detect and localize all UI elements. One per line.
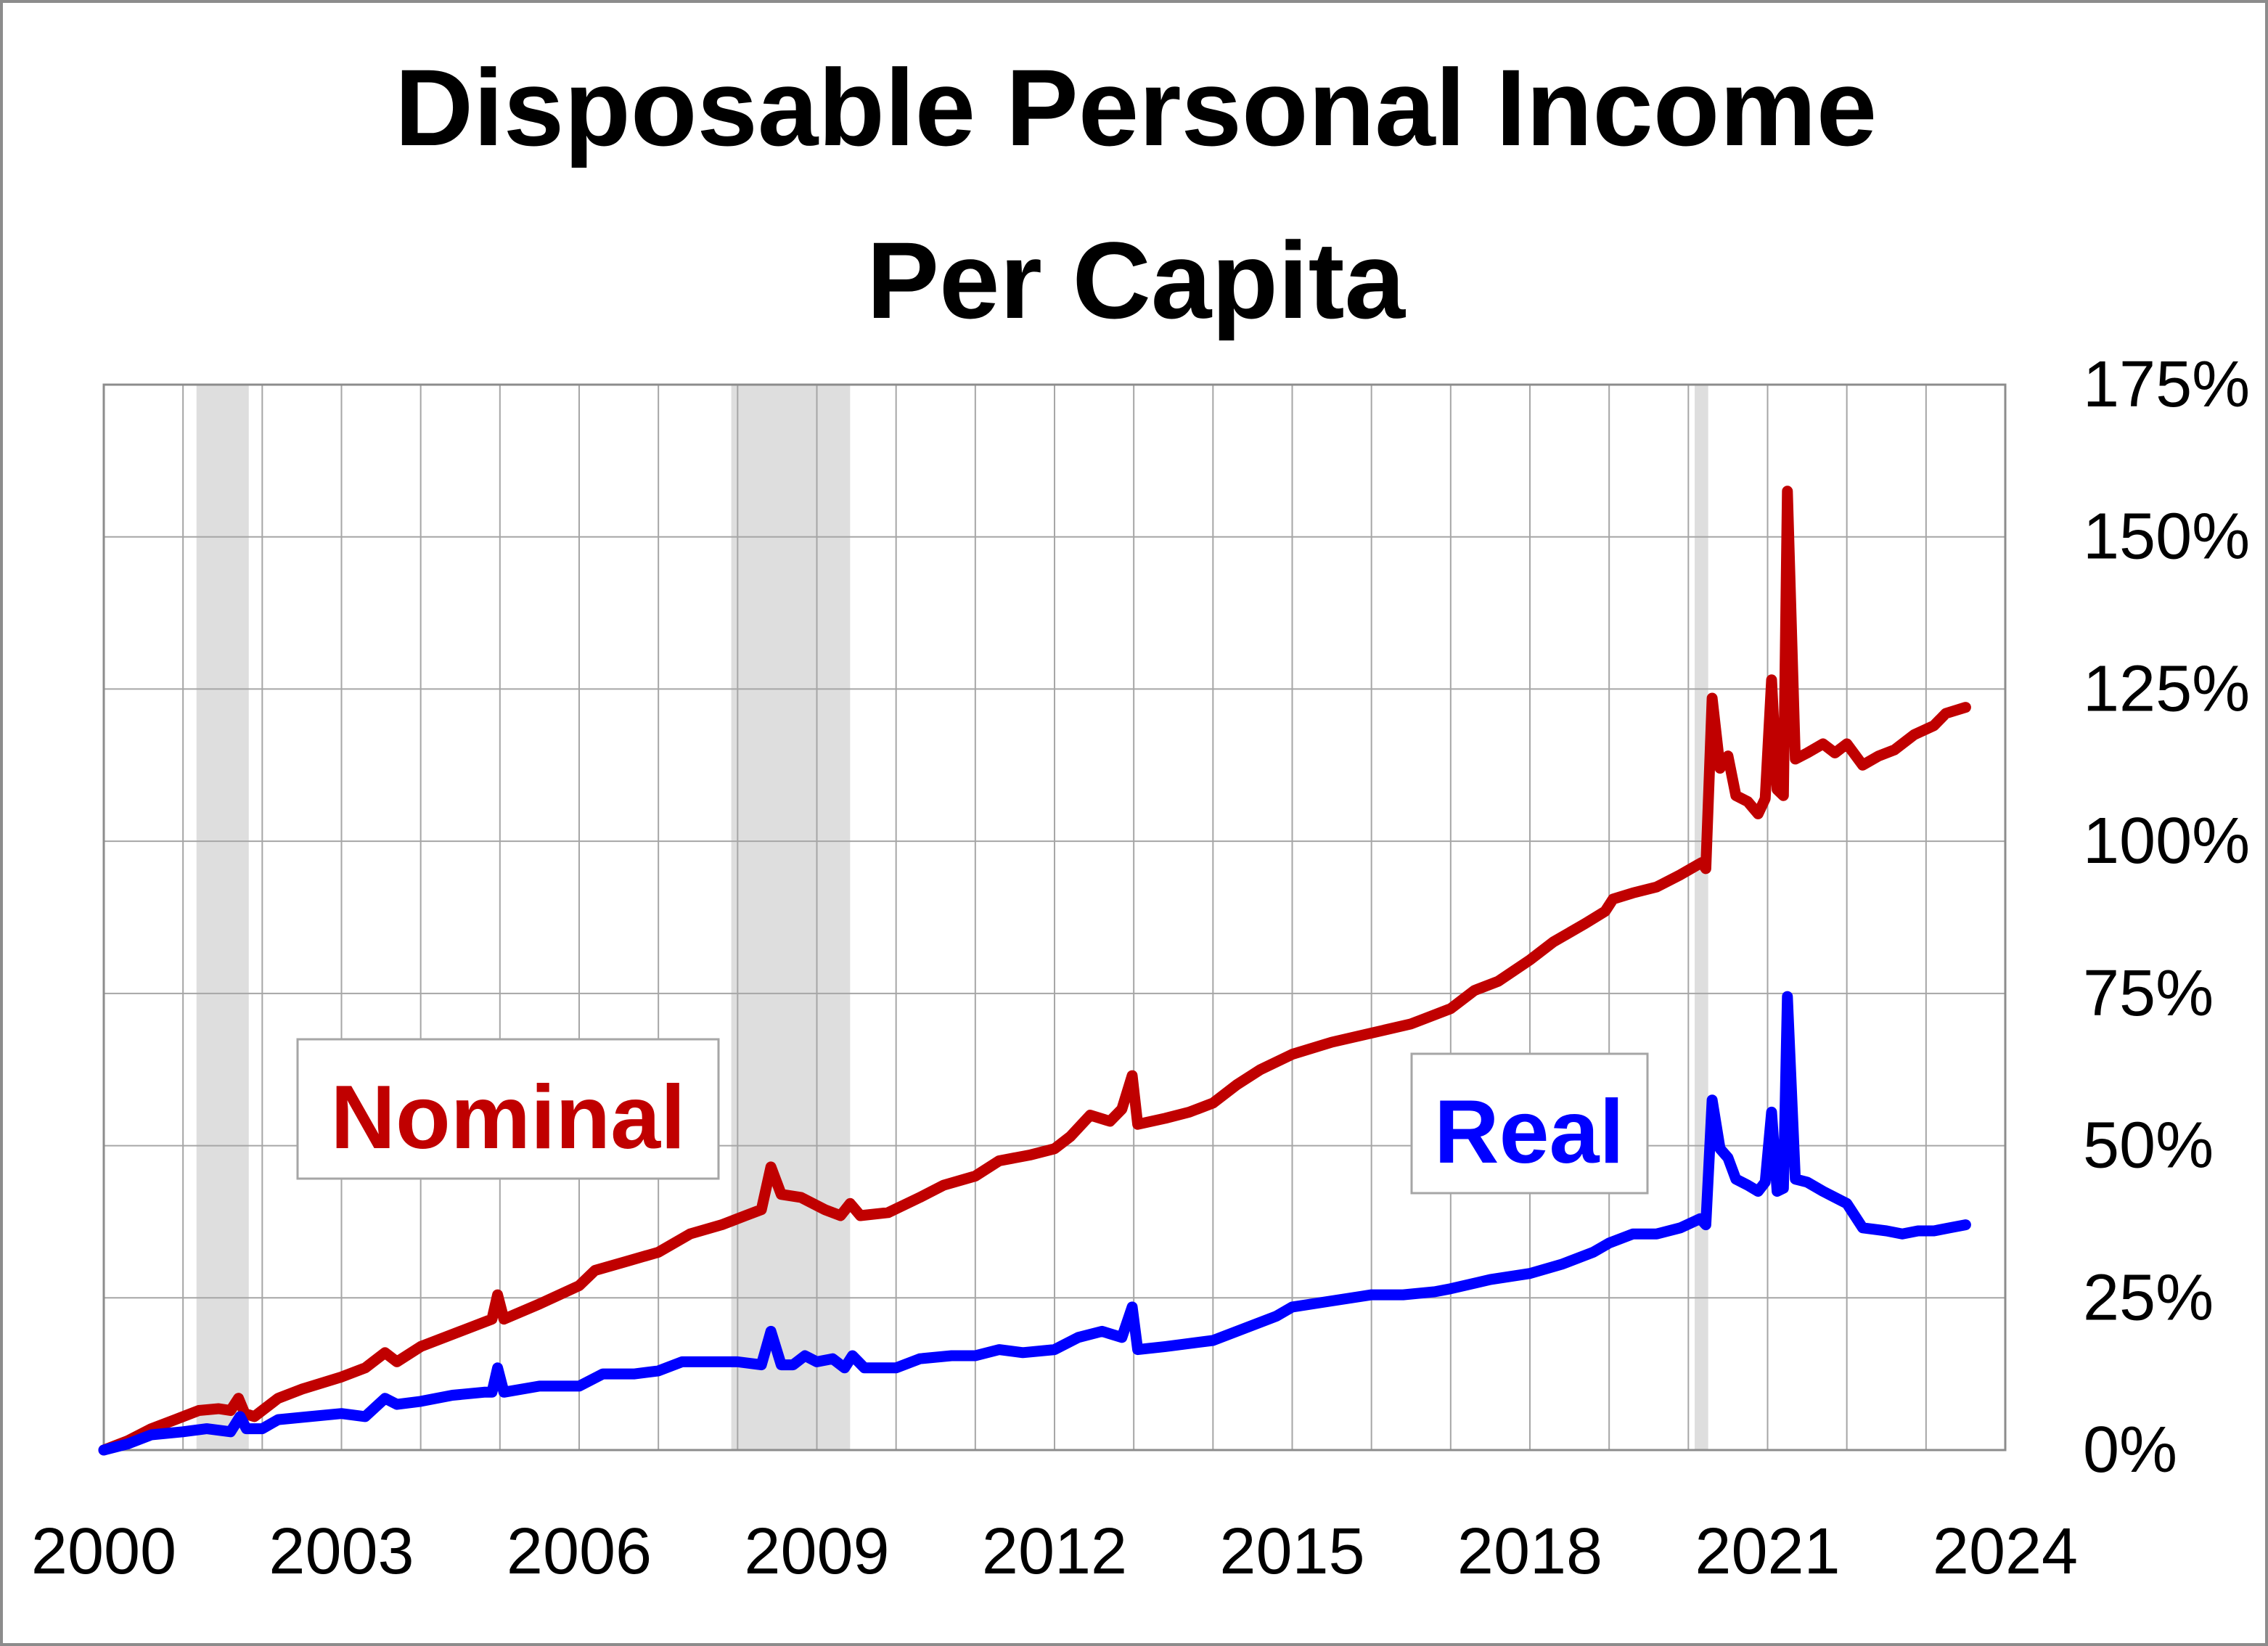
recession-band-1 [731, 385, 851, 1450]
chart-title-line-2: Per Capita [867, 219, 1407, 341]
plot-area-border [102, 383, 2007, 1451]
annotation-nominal-label: Nominal [330, 1068, 685, 1168]
annotation-real: Real [1410, 1052, 1649, 1195]
y-axis-tick-labels: 0% 25% 50% 75% 100% 125% 150% 175% [2083, 348, 2250, 1486]
x-tick-label: 2000 [31, 1515, 176, 1588]
y-tick-label: 0% [2083, 1414, 2177, 1486]
annotation-real-box [1410, 1052, 1649, 1195]
series-line-real [98, 991, 1971, 1456]
annotation-nominal-box [296, 1038, 720, 1180]
y-tick-label: 50% [2083, 1110, 2214, 1182]
x-tick-label: 2012 [982, 1515, 1127, 1588]
annotation-real-label: Real [1434, 1082, 1624, 1182]
recession-band-2 [1695, 385, 1708, 1450]
recession-bands [196, 385, 1708, 1450]
y-tick-label: 125% [2083, 652, 2250, 725]
y-tick-label: 175% [2083, 348, 2250, 421]
y-tick-label: 150% [2083, 501, 2250, 573]
x-axis-tick-labels: 2000 2003 2006 2009 2012 2015 2018 2021 2024 [31, 1515, 2078, 1588]
x-tick-label: 2009 [744, 1515, 889, 1588]
x-tick-label: 2015 [1219, 1515, 1364, 1588]
series-line-nominal [98, 486, 1971, 1456]
x-tick-label: 2006 [507, 1515, 652, 1588]
x-tick-label: 2018 [1457, 1515, 1602, 1588]
y-tick-label: 25% [2083, 1261, 2214, 1334]
x-tick-label: 2003 [269, 1515, 414, 1588]
y-tick-label: 100% [2083, 805, 2250, 877]
x-tick-label: 2021 [1695, 1515, 1840, 1588]
y-tick-label: 75% [2083, 957, 2214, 1030]
gridlines [104, 385, 2005, 1450]
recession-band-0 [196, 385, 249, 1450]
series-lines [98, 486, 1971, 1456]
x-tick-label: 2024 [1933, 1515, 2078, 1588]
chart-title-line-1: Disposable Personal Income [395, 46, 1877, 168]
annotation-nominal: Nominal [296, 1038, 720, 1180]
